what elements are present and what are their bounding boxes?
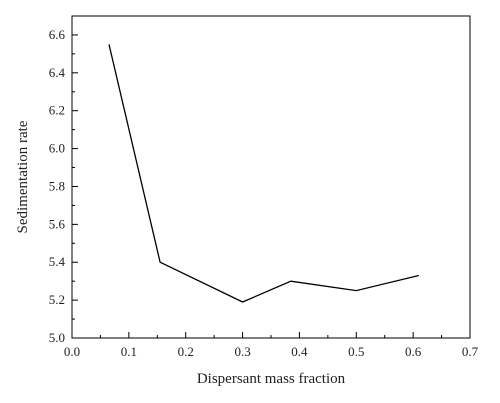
x-tick-labels: 0.0 0.1 0.2 0.3 0.4 0.5 0.6 0.7 — [64, 344, 479, 359]
y-tick-label: 6.2 — [49, 103, 65, 118]
x-tick-label: 0.5 — [348, 344, 364, 359]
y-tick-label: 6.0 — [49, 141, 65, 156]
x-axis-title: Dispersant mass fraction — [197, 371, 346, 387]
x-tick-label: 0.0 — [64, 344, 80, 359]
x-tick-label: 0.1 — [121, 344, 137, 359]
y-tick-label: 5.4 — [49, 254, 66, 269]
y-tick-label: 5.0 — [49, 330, 65, 345]
y-tick-label: 6.6 — [49, 27, 66, 42]
y-tick-labels: 5.0 5.2 5.4 5.6 5.8 6.0 6.2 6.4 6.6 — [49, 27, 66, 345]
y-tick-label: 5.8 — [49, 178, 65, 193]
series-line — [108, 44, 419, 303]
y-axis-title: Sedimentation rate — [15, 120, 31, 233]
axis-ticks — [71, 15, 471, 339]
x-tick-label: 0.7 — [462, 344, 479, 359]
x-tick-label: 0.2 — [178, 344, 194, 359]
x-tick-label: 0.3 — [234, 344, 250, 359]
y-tick-label: 5.6 — [49, 216, 66, 231]
x-tick-label: 0.4 — [291, 344, 308, 359]
x-tick-label: 0.6 — [405, 344, 422, 359]
y-tick-label: 5.2 — [49, 292, 65, 307]
y-tick-label: 6.4 — [49, 65, 66, 80]
